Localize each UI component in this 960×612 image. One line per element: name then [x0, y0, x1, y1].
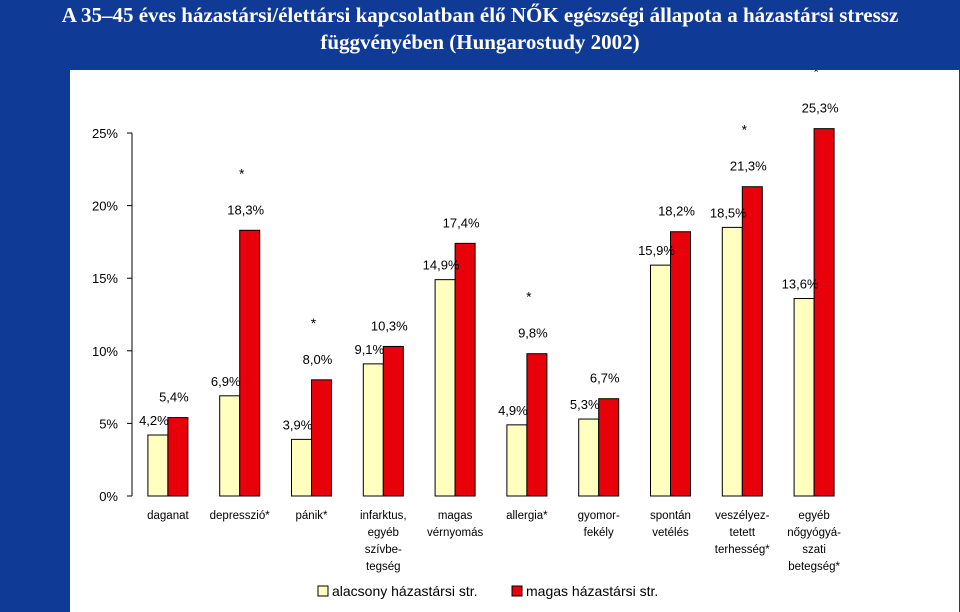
chart-title-line2: függvényében (Hungarostudy 2002)	[320, 30, 640, 54]
category-label: infarktus,	[360, 510, 407, 522]
bar-low	[506, 424, 528, 497]
data-label-high: 17,4%	[443, 215, 480, 230]
category-label: vetélés	[652, 527, 689, 539]
bar-low	[721, 226, 743, 497]
data-label-low: 4,9%	[498, 403, 528, 418]
category-label: tegség	[366, 561, 401, 573]
category-label: magas	[438, 510, 473, 522]
data-label-low: 4,2%	[139, 413, 169, 428]
y-tick-label: 5%	[99, 416, 118, 431]
y-tick-label: 25%	[92, 126, 118, 141]
data-label-low: 9,1%	[354, 342, 384, 357]
significance-marker: *	[742, 122, 748, 138]
bar-low	[578, 418, 600, 497]
bar-high	[526, 353, 548, 497]
category-label: egyéb	[798, 510, 829, 522]
significance-marker: *	[526, 289, 532, 305]
category-label: pánik*	[296, 510, 328, 522]
data-label-low: 18,5%	[710, 205, 747, 220]
bar-low	[793, 298, 815, 497]
category-label: nőgyógyá-	[787, 527, 841, 539]
significance-marker: *	[239, 165, 245, 181]
category-label: szívbe-	[365, 544, 402, 556]
category-label: spontán	[650, 510, 691, 522]
bar-low	[362, 363, 384, 497]
data-label-high: 25,3%	[802, 101, 839, 116]
significance-marker: *	[311, 315, 317, 331]
category-label: depresszió*	[210, 510, 271, 522]
category-label: betegség*	[788, 561, 840, 573]
category-label: tetett	[730, 527, 756, 539]
chart-title-line1: A 35–45 éves házastársi/élettársi kapcso…	[61, 3, 899, 27]
data-label-high: 5,4%	[159, 390, 189, 405]
y-tick-label: 20%	[92, 199, 118, 214]
bar-high	[598, 398, 620, 497]
category-label: egyéb	[368, 527, 399, 539]
bar-low	[291, 438, 312, 497]
data-label-high: 6,7%	[590, 371, 620, 386]
category-label: daganat	[147, 510, 189, 522]
chart-panel: 0% 5% 10% 15% 20% 25% 4,2% 5,4% daganat 6,9% 18,3%…	[70, 70, 959, 612]
bar-low	[147, 434, 169, 497]
bar-high	[454, 242, 476, 497]
data-label-low: 13,6%	[782, 277, 819, 292]
bar-high	[382, 345, 404, 497]
bar-high	[741, 186, 763, 497]
bar-high	[239, 229, 261, 497]
data-label-low: 14,9%	[423, 258, 460, 273]
y-tick-label: 10%	[92, 344, 118, 359]
data-label-low: 15,9%	[638, 243, 675, 258]
category-label: allergia*	[506, 510, 548, 522]
data-label-high: 8,0%	[303, 352, 333, 367]
bar-low	[434, 279, 456, 497]
category-label: gyomor-	[578, 510, 620, 522]
significance-marker: *	[813, 70, 819, 80]
legend-label: alacsony házastársi str.	[332, 583, 478, 599]
category-label: terhesség*	[715, 544, 771, 556]
chart-title: A 35–45 éves házastársi/élettársi kapcso…	[0, 2, 960, 56]
data-label-high: 10,3%	[371, 318, 408, 333]
y-tick-label: 15%	[92, 271, 118, 286]
bar-low	[219, 395, 241, 497]
legend-swatch	[511, 585, 523, 597]
bar-high	[670, 231, 691, 497]
legend-label: magas házastársi str.	[526, 583, 658, 599]
bar-high	[167, 417, 189, 497]
data-label-low: 5,3%	[570, 397, 600, 412]
legend-swatch	[317, 585, 329, 597]
data-label-low: 6,9%	[211, 374, 241, 389]
y-tick-label: 0%	[99, 489, 118, 504]
bar-high	[813, 128, 835, 497]
category-label: fekély	[584, 527, 614, 539]
category-label: szati	[802, 544, 826, 556]
category-label: vérnyomás	[427, 527, 483, 539]
bar-low	[650, 264, 671, 497]
data-label-high: 18,3%	[227, 202, 264, 217]
data-label-high: 18,2%	[658, 204, 695, 219]
bar-high	[311, 379, 332, 497]
category-label: veszélyez-	[715, 510, 769, 522]
bar-chart: 0% 5% 10% 15% 20% 25% 4,2% 5,4% daganat 6,9% 18,3%…	[92, 70, 841, 599]
data-label-low: 3,9%	[283, 417, 313, 432]
data-label-high: 9,8%	[518, 326, 548, 341]
data-label-high: 21,3%	[730, 159, 767, 174]
